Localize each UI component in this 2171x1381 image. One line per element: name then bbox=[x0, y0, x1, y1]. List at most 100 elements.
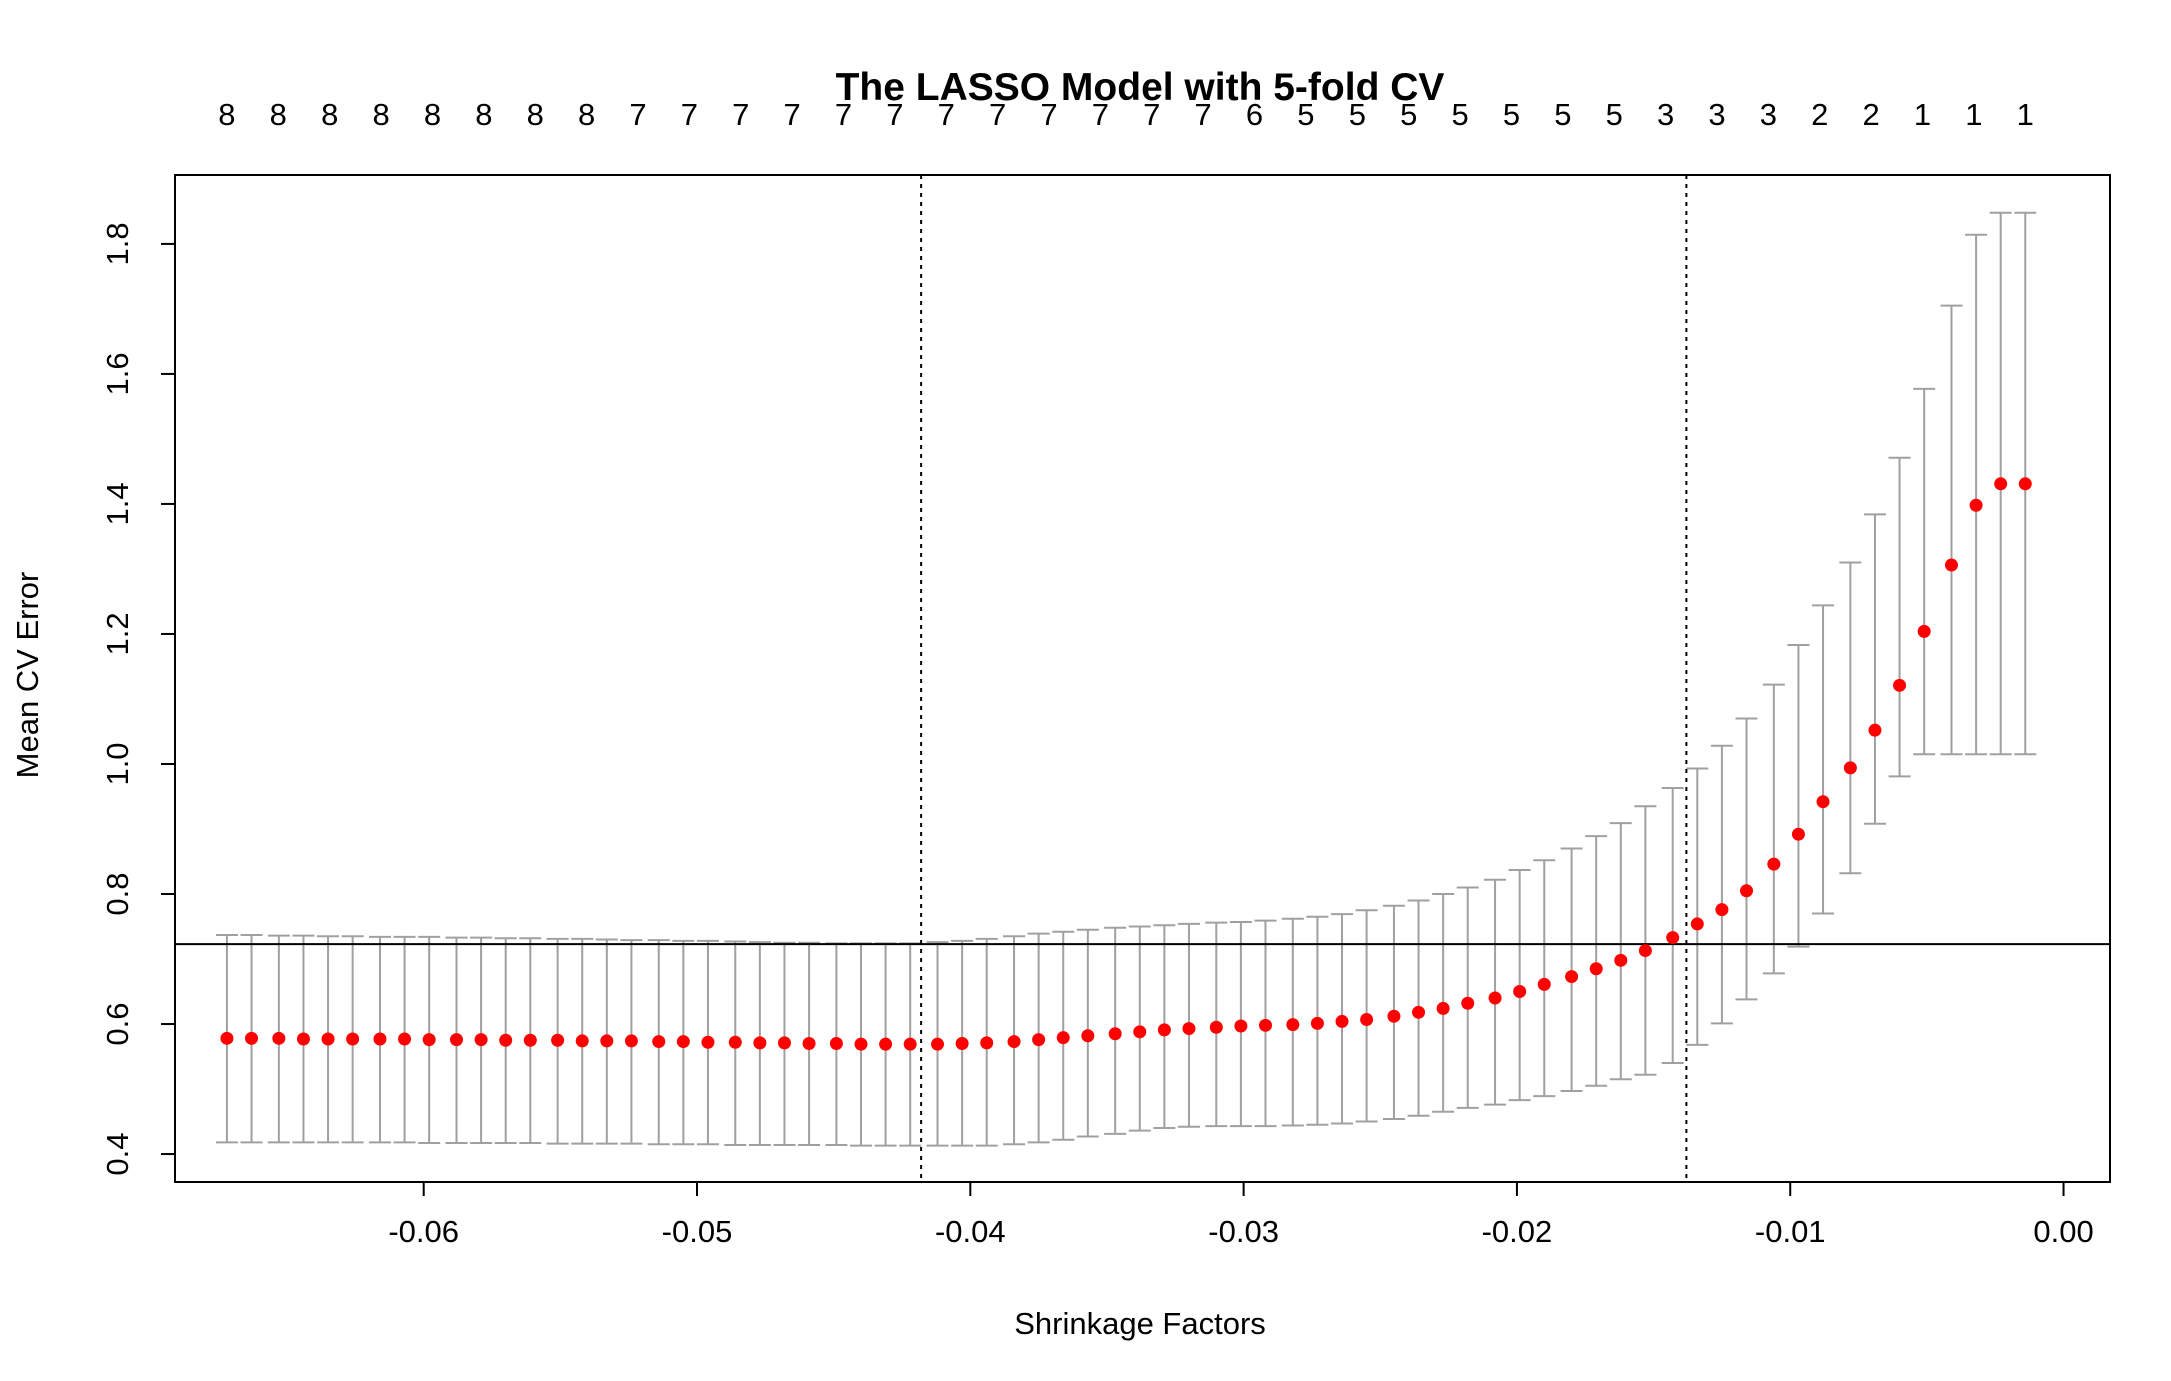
error-bars-layer bbox=[215, 211, 2037, 1147]
top-axis-count-label: 7 bbox=[681, 97, 698, 132]
x-tick-label: -0.05 bbox=[662, 1214, 733, 1249]
data-point bbox=[1387, 1009, 1401, 1023]
data-point bbox=[450, 1033, 464, 1047]
data-point bbox=[777, 1036, 791, 1050]
data-point bbox=[931, 1037, 945, 1051]
y-tick-label: 1.6 bbox=[100, 352, 135, 395]
data-point bbox=[728, 1035, 742, 1049]
data-point bbox=[220, 1031, 234, 1045]
data-point bbox=[980, 1036, 994, 1050]
data-point bbox=[245, 1031, 259, 1045]
top-axis-count-label: 8 bbox=[321, 97, 338, 132]
top-axis-count-label: 7 bbox=[783, 97, 800, 132]
data-point bbox=[1360, 1012, 1374, 1026]
points-layer bbox=[220, 477, 2032, 1051]
x-tick-label: -0.03 bbox=[1208, 1214, 1279, 1249]
y-tick-label: 0.4 bbox=[100, 1132, 135, 1175]
error-bar bbox=[1686, 767, 1709, 1046]
data-point bbox=[575, 1034, 589, 1048]
data-point bbox=[600, 1034, 614, 1048]
data-point bbox=[1969, 498, 1983, 512]
data-point bbox=[373, 1032, 387, 1046]
error-bar bbox=[1965, 233, 1988, 756]
data-point bbox=[474, 1033, 488, 1047]
data-point bbox=[802, 1037, 816, 1051]
x-axis: -0.06 -0.05 -0.04 -0.03 -0.02 -0.01 0.00 bbox=[388, 1181, 2094, 1249]
data-point bbox=[346, 1032, 360, 1046]
data-point bbox=[1310, 1016, 1324, 1030]
data-point bbox=[1513, 985, 1527, 999]
data-point bbox=[676, 1035, 690, 1049]
x-tick-label: -0.02 bbox=[1482, 1214, 1553, 1249]
top-axis-count-label: 8 bbox=[218, 97, 235, 132]
y-tick-label: 1.4 bbox=[100, 482, 135, 525]
top-axis-count-label: 3 bbox=[1760, 97, 1777, 132]
data-point bbox=[1182, 1022, 1196, 1036]
error-bar bbox=[1710, 744, 1733, 1025]
top-axis-count-label: 7 bbox=[835, 97, 852, 132]
top-axis-count-label: 7 bbox=[938, 97, 955, 132]
data-point bbox=[1893, 678, 1907, 692]
data-point bbox=[1715, 903, 1729, 917]
data-point bbox=[955, 1037, 969, 1051]
data-point bbox=[1791, 827, 1805, 841]
data-point bbox=[1537, 977, 1551, 991]
data-point bbox=[1690, 917, 1704, 931]
x-tick-label: -0.06 bbox=[388, 1214, 459, 1249]
chart-title: The LASSO Model with 5-fold CV bbox=[836, 66, 1445, 109]
top-axis-count-label: 8 bbox=[372, 97, 389, 132]
top-axis-count-label: 7 bbox=[1092, 97, 1109, 132]
error-bar bbox=[1940, 304, 1963, 756]
data-point bbox=[1234, 1019, 1248, 1033]
y-tick-label: 0.6 bbox=[100, 1002, 135, 1045]
top-axis-count-label: 2 bbox=[1863, 97, 1880, 132]
data-point bbox=[1461, 996, 1475, 1010]
data-point bbox=[296, 1032, 310, 1046]
top-axis-count-label: 7 bbox=[886, 97, 903, 132]
top-axis-count-label: 7 bbox=[732, 97, 749, 132]
data-point bbox=[272, 1031, 286, 1045]
top-axis-count-label: 7 bbox=[1195, 97, 1212, 132]
top-axis-count-label: 8 bbox=[475, 97, 492, 132]
top-axis-count-label: 5 bbox=[1503, 97, 1520, 132]
top-axis-count-label: 8 bbox=[270, 97, 287, 132]
data-point bbox=[652, 1035, 666, 1049]
data-point bbox=[1412, 1005, 1426, 1019]
y-tick-label: 1.2 bbox=[100, 612, 135, 655]
data-point bbox=[1666, 931, 1680, 945]
top-axis-count-label: 6 bbox=[1246, 97, 1263, 132]
data-point bbox=[1614, 953, 1628, 967]
top-axis-count-label: 5 bbox=[1400, 97, 1417, 132]
top-axis-count-label: 8 bbox=[527, 97, 544, 132]
data-point bbox=[1868, 723, 1882, 737]
reference-lines-layer bbox=[175, 175, 2110, 1182]
top-axis-count-label: 7 bbox=[1143, 97, 1160, 132]
data-point bbox=[1032, 1033, 1046, 1047]
data-point bbox=[1007, 1035, 1021, 1049]
top-axis-count-label: 3 bbox=[1708, 97, 1725, 132]
data-point bbox=[1917, 624, 1931, 638]
top-axis-count-label: 5 bbox=[1451, 97, 1468, 132]
x-tick-label: -0.01 bbox=[1755, 1214, 1826, 1249]
error-bar bbox=[1735, 717, 1758, 1001]
x-tick-label: 0.00 bbox=[2033, 1214, 2093, 1249]
data-point bbox=[1209, 1020, 1223, 1034]
top-axis-count-label: 3 bbox=[1657, 97, 1674, 132]
top-axis-count-label: 8 bbox=[424, 97, 441, 132]
y-tick-label: 1.8 bbox=[100, 222, 135, 265]
error-bar bbox=[1560, 847, 1583, 1092]
data-point bbox=[1638, 944, 1652, 958]
x-axis-title: Shrinkage Factors bbox=[1014, 1306, 1266, 1341]
data-point bbox=[1056, 1031, 1070, 1045]
data-point bbox=[1436, 1001, 1450, 1015]
data-point bbox=[1944, 558, 1958, 572]
top-axis-count-label: 5 bbox=[1554, 97, 1571, 132]
data-point bbox=[1843, 761, 1857, 775]
error-bar bbox=[1839, 561, 1862, 875]
data-point bbox=[1994, 477, 2008, 491]
top-axis-count-label: 1 bbox=[1965, 97, 1982, 132]
top-axis-count-label: 8 bbox=[578, 97, 595, 132]
data-point bbox=[1286, 1018, 1300, 1032]
data-point bbox=[1108, 1027, 1122, 1041]
